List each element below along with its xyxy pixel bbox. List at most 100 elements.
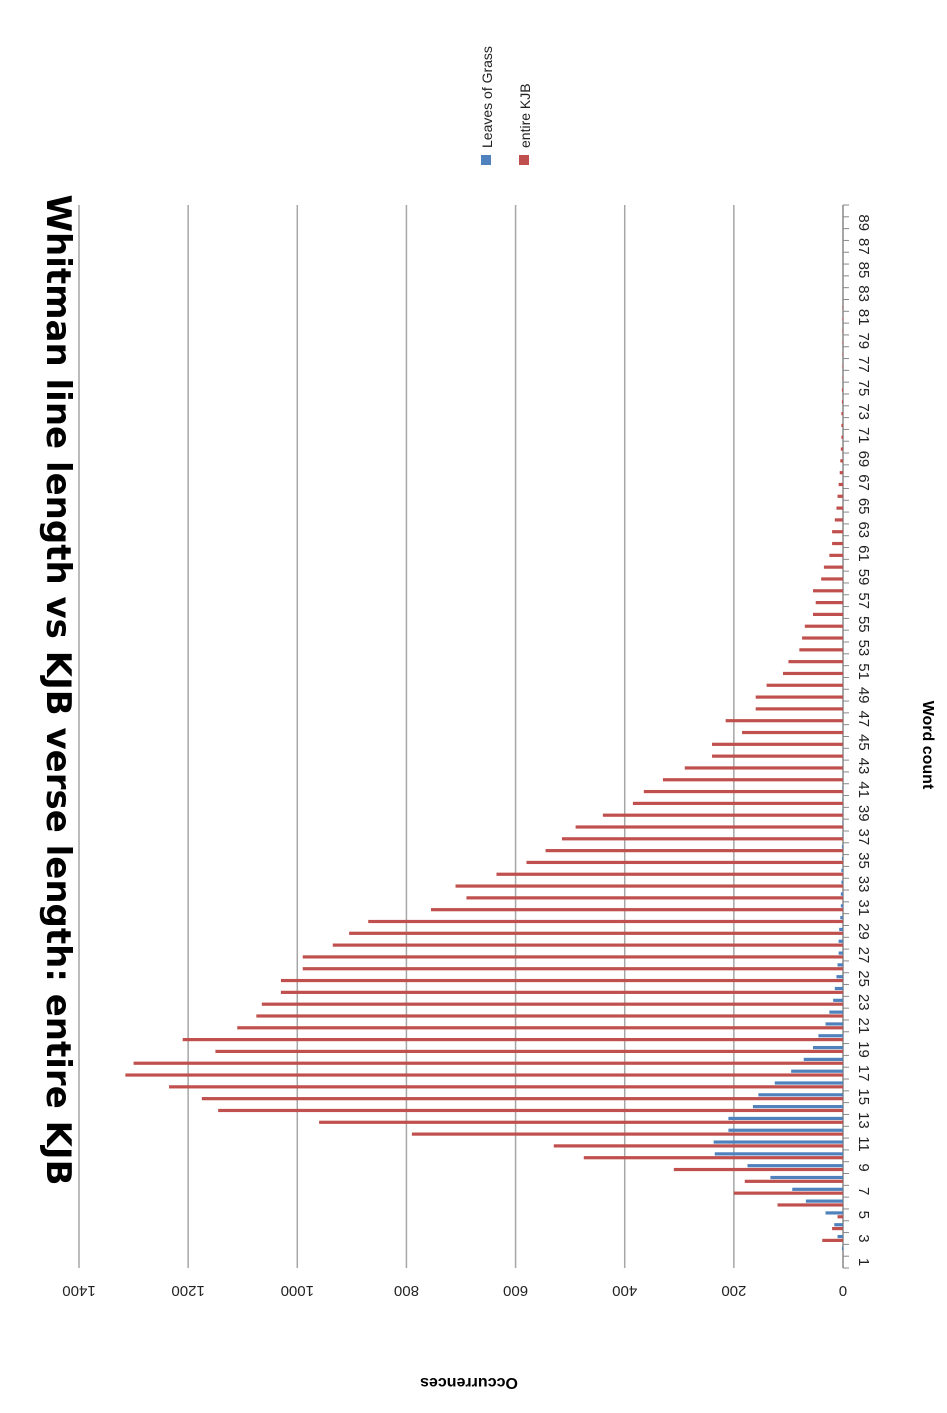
y-tick-label: 400	[612, 1282, 637, 1299]
bar-entire-kjb	[812, 612, 843, 617]
bar-entire-kjb	[840, 447, 843, 451]
x-tick-label: 41	[855, 781, 872, 798]
bar-entire-kjb	[261, 1002, 843, 1006]
bar-leaves-of-grass	[818, 1034, 843, 1038]
x-tick-label: 37	[855, 829, 872, 846]
x-tick-label: 71	[855, 427, 872, 444]
x-tick-label: 23	[855, 994, 872, 1011]
bar-leaves-of-grass	[840, 892, 843, 896]
bar-entire-kjb	[802, 636, 843, 640]
bar-leaves-of-grass	[728, 1128, 843, 1132]
legend-label-entire-kjb: entire KJB	[517, 83, 533, 148]
x-tick-label: 7	[855, 1187, 872, 1195]
bar-leaves-of-grass	[805, 1199, 843, 1203]
x-axis	[842, 204, 849, 1269]
bar-leaves-of-grass	[842, 786, 843, 790]
bar-leaves-of-grass	[840, 904, 843, 908]
bar-entire-kjb	[812, 589, 843, 593]
bar-entire-kjb	[712, 742, 843, 746]
legend-swatch-leaves-of-grass	[481, 155, 491, 165]
x-tick-label: 21	[855, 1018, 872, 1035]
x-tick-label: 35	[855, 852, 872, 869]
bar-entire-kjb	[526, 860, 843, 865]
bar-entire-kjb	[125, 1073, 843, 1077]
x-tick-label: 89	[855, 214, 872, 231]
gridlines	[78, 205, 735, 1268]
y-tick-label: 600	[503, 1282, 528, 1299]
legend: Leaves of Grass entire KJB	[479, 46, 533, 165]
bar-leaves-of-grass	[770, 1175, 843, 1180]
bar-entire-kjb	[842, 329, 843, 333]
x-tick-label: 43	[855, 758, 872, 775]
bar-entire-kjb	[602, 813, 843, 817]
bar-leaves-of-grass	[758, 1093, 843, 1097]
bar-entire-kjb	[349, 931, 843, 935]
bar-leaves-of-grass	[747, 1164, 843, 1168]
bar-entire-kjb	[842, 376, 843, 380]
bar-entire-kjb	[832, 541, 843, 546]
x-tick-label: 61	[855, 545, 872, 562]
x-tick-label: 31	[855, 899, 872, 916]
bar-leaves-of-grass	[714, 1152, 843, 1156]
bar-entire-kjb	[725, 719, 843, 723]
bar-entire-kjb	[744, 1179, 843, 1183]
bar-entire-kjb	[319, 1120, 843, 1124]
bar-leaves-of-grass	[842, 809, 843, 813]
x-tick-label: 87	[855, 238, 872, 255]
bar-entire-kjb	[561, 837, 843, 841]
bar-entire-kjb	[837, 1215, 843, 1219]
bar-entire-kjb	[742, 730, 843, 735]
y-tick-label: 200	[721, 1282, 746, 1299]
bar-entire-kjb	[673, 1167, 843, 1172]
y-tick-label: 800	[394, 1282, 419, 1299]
bar-entire-kjb	[832, 1226, 843, 1231]
bar-entire-kjb	[841, 423, 843, 428]
bar-entire-kjb	[632, 801, 843, 805]
bar-leaves-of-grass	[834, 1223, 843, 1227]
bar-entire-kjb	[545, 849, 843, 853]
bar-entire-kjb	[815, 600, 843, 605]
y-tick-label: 1400	[62, 1282, 95, 1299]
bar-entire-kjb	[280, 990, 843, 994]
bar-entire-kjb	[836, 506, 843, 510]
bar-leaves-of-grass	[792, 1187, 843, 1191]
bar-leaves-of-grass	[840, 916, 843, 920]
bar-entire-kjb	[733, 1191, 843, 1195]
bar-leaves-of-grass	[836, 975, 843, 979]
x-tick-label: 3	[855, 1234, 872, 1242]
x-tick-label: 45	[855, 734, 872, 751]
bar-entire-kjb	[788, 660, 843, 664]
bar-leaves-of-grass	[752, 1105, 843, 1109]
bar-entire-kjb	[842, 341, 843, 345]
bar-entire-kjb	[841, 400, 843, 404]
bar-entire-kjb	[201, 1097, 843, 1101]
x-tick-label: 77	[855, 356, 872, 373]
bar-leaves-of-grass	[841, 1246, 843, 1250]
bar-entire-kjb	[662, 778, 843, 782]
x-tick-label: 33	[855, 876, 872, 893]
x-tick-label: 5	[855, 1211, 872, 1219]
x-tick-label: 73	[855, 403, 872, 420]
bar-leaves-of-grass	[839, 927, 843, 932]
x-tick-label: 19	[855, 1041, 872, 1058]
x-tick-label: 27	[855, 947, 872, 964]
bar-leaves-of-grass	[842, 797, 843, 802]
x-tick-label: 79	[855, 332, 872, 349]
bar-leaves-of-grass	[841, 868, 843, 873]
bar-entire-kjb	[553, 1144, 843, 1148]
bar-leaves-of-grass	[812, 1045, 843, 1050]
bar-leaves-of-grass	[713, 1140, 843, 1144]
x-tick-label: 29	[855, 923, 872, 940]
bar-leaves-of-grass	[842, 833, 843, 837]
y-axis-ticks: 0 200 400 600 800 1000 1200 1400	[62, 1282, 847, 1299]
bar-entire-kjb	[755, 695, 843, 699]
bar-entire-kjb	[782, 671, 843, 676]
bar-entire-kjb	[218, 1108, 843, 1113]
bar-entire-kjb	[842, 364, 843, 368]
bar-entire-kjb	[496, 872, 843, 876]
x-tick-label: 47	[855, 710, 872, 727]
bar-leaves-of-grass	[837, 963, 843, 967]
bar-leaves-of-grass	[833, 998, 843, 1002]
x-tick-label: 51	[855, 663, 872, 680]
